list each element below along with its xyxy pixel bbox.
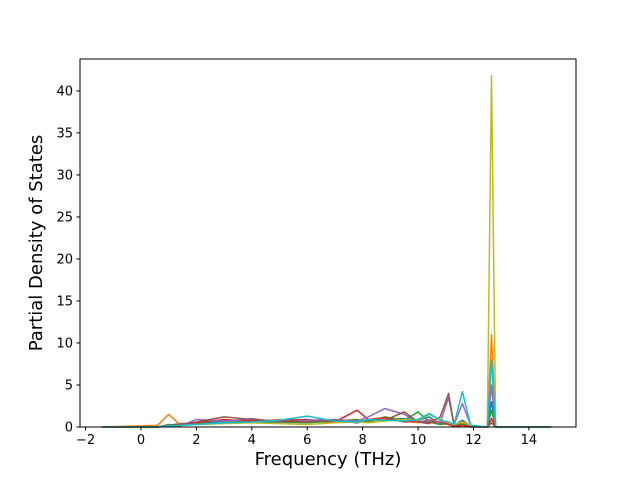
pdos-line	[102, 333, 552, 428]
y-tick-label: 15	[56, 294, 73, 309]
y-tick-label: 25	[56, 210, 73, 225]
x-tick-label: 8	[358, 433, 366, 448]
x-tick-label: 6	[303, 433, 311, 448]
x-tick-label: 4	[248, 433, 256, 448]
x-tick-label: −2	[76, 433, 95, 448]
y-tick-label: 0	[65, 421, 73, 436]
y-tick-label: 10	[56, 336, 73, 351]
x-axis-label: Frequency (THz)	[255, 449, 402, 470]
x-tick-label: 10	[410, 433, 427, 448]
x-tick-label: 0	[137, 433, 145, 448]
pdos-line	[102, 409, 552, 428]
y-tick-label: 40	[56, 84, 73, 99]
pdos-line	[102, 392, 552, 428]
x-tick-label: 2	[192, 433, 200, 448]
pdos-line	[102, 359, 552, 428]
y-tick-label: 35	[56, 126, 73, 141]
y-tick-label: 5	[65, 378, 73, 393]
pdos-line	[102, 75, 552, 428]
x-tick-label: 12	[465, 433, 482, 448]
pdos-line	[102, 401, 552, 428]
pdos-line	[102, 409, 552, 428]
x-tick-label: 14	[521, 433, 538, 448]
plot-frame	[79, 58, 577, 428]
y-tick-label: 20	[56, 252, 73, 267]
y-tick-label: 30	[56, 168, 73, 183]
y-axis-label: Partial Density of States	[26, 135, 47, 352]
